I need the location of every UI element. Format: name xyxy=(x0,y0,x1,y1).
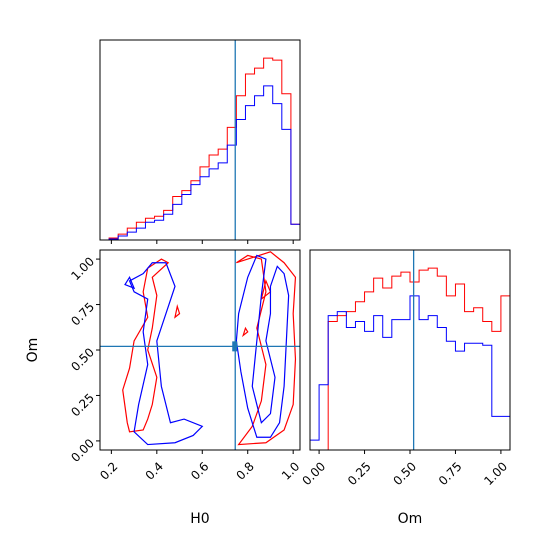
contour-1-2 xyxy=(124,275,136,290)
x-tick-label-0: 0.2 xyxy=(97,459,120,482)
truth-marker xyxy=(232,341,238,352)
y-tick-label-2: 0.50 xyxy=(68,345,97,374)
h0-marginal-panel xyxy=(99,39,301,244)
x-tick-label-0: 0.00 xyxy=(300,459,329,488)
x-axis-label-om: Om xyxy=(398,511,423,527)
y-axis-label-om: Om xyxy=(25,338,41,363)
x-tick-label-1: 0.4 xyxy=(143,459,166,482)
x-tick-label-4: 1.00 xyxy=(481,459,510,488)
x-tick-label-2: 0.50 xyxy=(390,459,419,488)
contour-1-1 xyxy=(235,254,290,438)
x-tick-label-1: 0.25 xyxy=(345,459,374,488)
y-tick-label-4: 1.00 xyxy=(68,254,97,283)
hist-series-0 xyxy=(100,57,300,241)
y-tick-label-3: 0.75 xyxy=(68,300,97,329)
contour-0-4 xyxy=(242,326,249,338)
contour-0-3 xyxy=(174,303,181,319)
hist-series-1 xyxy=(309,295,511,450)
y-tick-label-0: 0.00 xyxy=(68,436,97,465)
axes-frame xyxy=(99,39,301,241)
hist-series-1 xyxy=(100,85,300,241)
contour-1-0 xyxy=(128,262,204,446)
contour-group xyxy=(122,251,297,446)
hist-series-0 xyxy=(310,267,511,451)
contour-0-2 xyxy=(260,279,272,301)
contour-0-0 xyxy=(122,258,170,433)
y-tick-label-1: 0.25 xyxy=(68,391,97,420)
om-marginal-panel: 0.00 0.25 0.50 0.75 1.00 xyxy=(300,249,511,488)
x-tick-label-3: 0.8 xyxy=(234,459,257,482)
h0-om-contour-panel: 0.2 0.4 0.6 0.8 1.0 0.00 0.25 0.50 0.75 1.00 xyxy=(68,249,302,483)
x-tick-label-3: 0.75 xyxy=(436,459,465,488)
x-axis-label-h0: H0 xyxy=(190,511,209,527)
x-tick-label-4: 1.0 xyxy=(279,459,302,482)
x-tick-label-2: 0.6 xyxy=(188,459,211,482)
